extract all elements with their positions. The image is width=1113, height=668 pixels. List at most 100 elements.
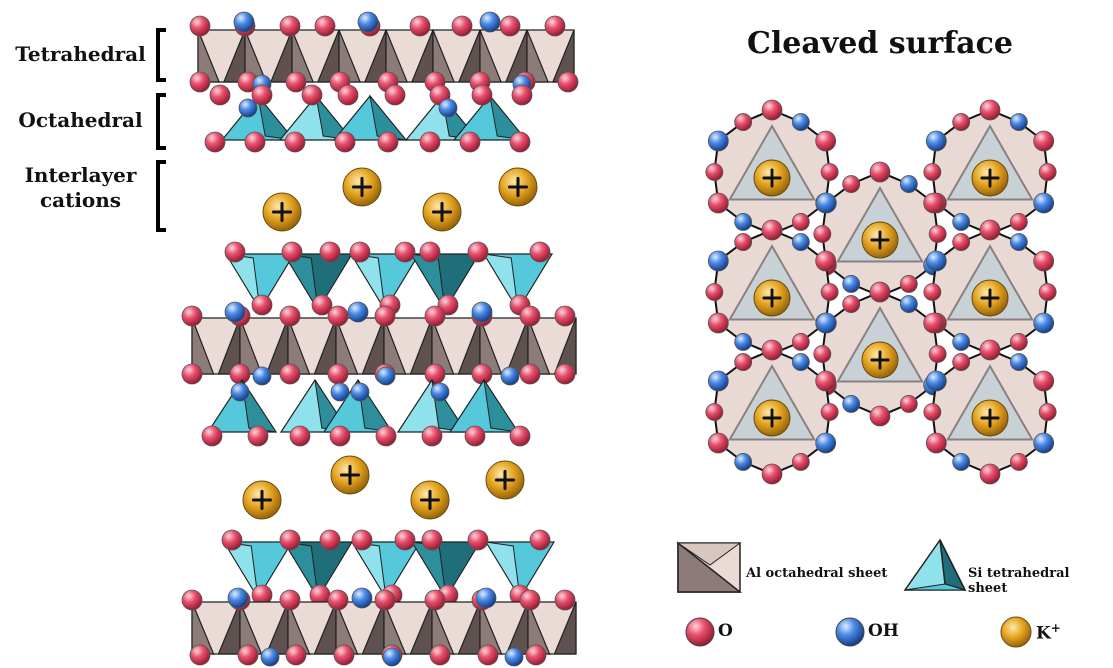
oxygen-atom (499, 15, 521, 37)
hydroxyl-atom (925, 370, 947, 392)
hydroxyl-atom (357, 11, 379, 33)
oxygen-atom (279, 15, 301, 37)
hydroxyl-atom (707, 130, 729, 152)
potassium-ion (262, 192, 302, 232)
oxygen-atom (509, 131, 531, 153)
tetrahedron (448, 378, 520, 433)
tetrahedron (350, 541, 422, 600)
oxygen-atom (221, 529, 243, 551)
potassium-ion (753, 399, 791, 437)
hydroxyl-atom (925, 130, 947, 152)
oxygen-atom (351, 529, 373, 551)
label-interlayer: Interlayer (24, 163, 137, 187)
plus-sign (419, 489, 441, 511)
hydroxyl-atom (350, 382, 370, 402)
tetrahedron (482, 253, 554, 312)
hydroxyl-atom (899, 175, 918, 193)
oxygen-atom (544, 15, 566, 37)
octahedron (383, 317, 433, 375)
oxygen-atom (247, 425, 269, 447)
potassium-ion (971, 279, 1009, 317)
octahedron-shade (553, 601, 577, 655)
oxygen-atom (813, 225, 832, 243)
oxygen-atom (424, 363, 446, 385)
oxygen-atom (761, 219, 783, 241)
legend-k-charge: + (1050, 621, 1061, 635)
oxygen-atom (952, 113, 971, 131)
octahedron (432, 29, 481, 83)
label-tetrahedral: Tetrahedral (15, 42, 146, 66)
oxygen-atom (204, 131, 226, 153)
potassium-ion (498, 167, 538, 207)
oxygen-atom (421, 425, 443, 447)
octahedron (287, 601, 337, 655)
potassium-ion (971, 399, 1009, 437)
octahedron (287, 317, 337, 375)
plus-sign (431, 201, 453, 223)
hydroxyl-atom (952, 213, 971, 231)
oxygen-atom (279, 589, 301, 611)
hydroxyl-atom (734, 333, 753, 351)
hydroxyl-atom (815, 192, 837, 214)
oxygen-atom (301, 84, 323, 106)
oxygen-atom (820, 403, 839, 421)
hydroxyl-atom (952, 333, 971, 351)
potassium-ion (422, 192, 462, 232)
oxygen-atom (525, 644, 547, 666)
potassium-ion (242, 480, 282, 520)
hydroxyl-atom (842, 275, 861, 293)
oxygen-atom (1033, 370, 1055, 392)
tetrahedron (332, 94, 408, 141)
octahedron (335, 601, 385, 655)
hydroxyl-atom (252, 366, 272, 386)
tetrahedron (349, 253, 421, 312)
oxygen-atom (979, 339, 1001, 361)
octahedron (431, 601, 481, 655)
legend-oh-icon (835, 617, 865, 647)
oxygen-atom (464, 425, 486, 447)
oxygen-atom (429, 644, 451, 666)
oxygen-atom (707, 432, 729, 454)
label-brackets (156, 28, 166, 232)
legend-o-icon (685, 617, 715, 647)
oxygen-atom (952, 233, 971, 251)
plus-sign (762, 168, 782, 188)
oxygen-atom (471, 84, 493, 106)
oxygen-atom (471, 363, 493, 385)
oxygen-atom (761, 463, 783, 485)
octahedron-shade (239, 317, 263, 375)
legend-al-octahedral-label: Al octahedral sheet (746, 566, 888, 581)
oxygen-atom (815, 130, 837, 152)
plus-sign (762, 288, 782, 308)
surface-ring (705, 339, 839, 485)
oxygen-atom (319, 529, 341, 551)
hydroxyl-atom (227, 587, 249, 609)
oxygen-atom (734, 113, 753, 131)
hydroxyl-atom (504, 647, 524, 667)
oxygen-atom (209, 84, 231, 106)
oxygen-atom (237, 644, 259, 666)
oxygen-atom (285, 71, 307, 93)
hydroxyl-atom (899, 295, 918, 313)
oxygen-atom (419, 131, 441, 153)
oxygen-atom (928, 345, 947, 363)
oxygen-atom (337, 84, 359, 106)
oxygen-atom (394, 529, 416, 551)
oxygen-atom (899, 275, 918, 293)
oxygen-atom (928, 225, 947, 243)
hydroxyl-atom (734, 453, 753, 471)
legend-k-icon (1000, 616, 1032, 648)
oxygen-atom (394, 241, 416, 263)
surface-ring (923, 339, 1057, 485)
oxygen-atom (189, 644, 211, 666)
hydroxyl-atom (382, 647, 402, 667)
oxygen-atom (923, 163, 942, 181)
hydroxyl-atom (479, 11, 501, 33)
oxygen-atom (319, 241, 341, 263)
plus-sign (507, 176, 529, 198)
legend-o-label: O (718, 621, 733, 641)
oxygen-atom (1033, 130, 1055, 152)
hydroxyl-atom (952, 453, 971, 471)
oxygen-atom (761, 339, 783, 361)
